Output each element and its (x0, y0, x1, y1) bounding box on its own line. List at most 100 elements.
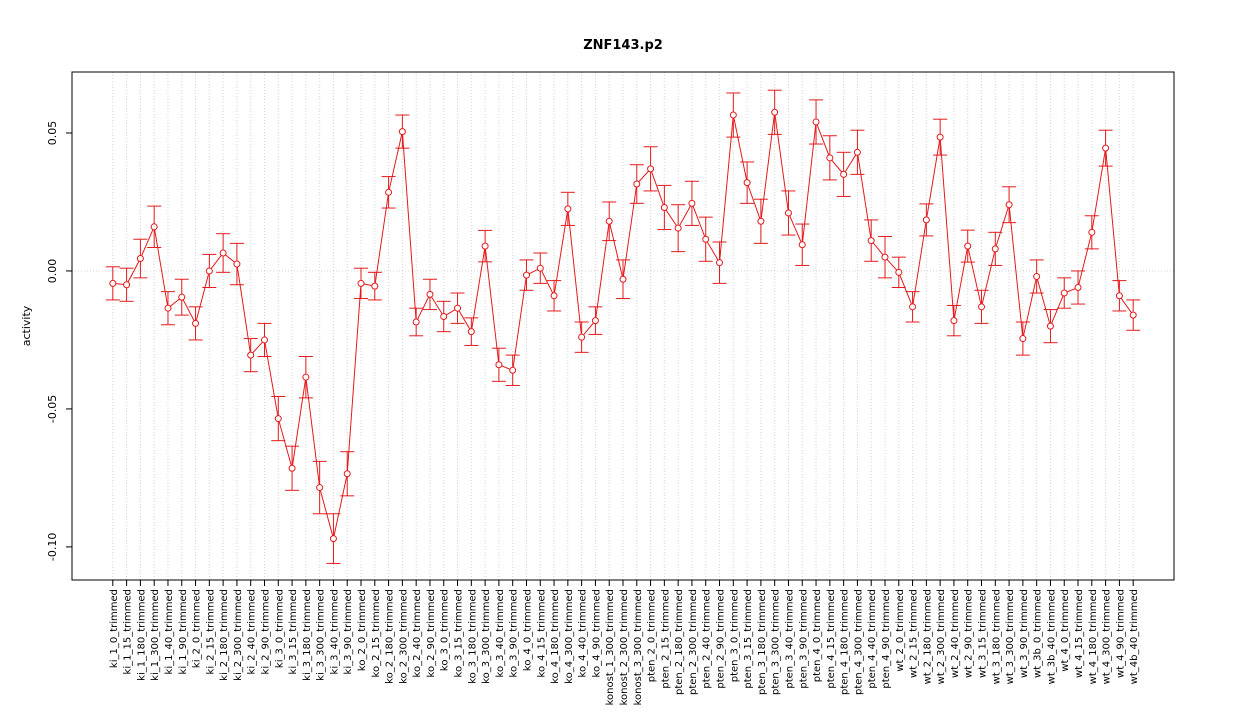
x-tick-label: pten_2_15_trimmed (660, 589, 671, 689)
point (522, 271, 530, 279)
x-tick-label: ko_2_300_trimmed (398, 589, 409, 684)
x-tick-label: konost_2_300_trimmed (619, 589, 630, 705)
x-tick-label: ki_1_300_trimmed (150, 589, 161, 681)
point (454, 304, 462, 312)
point (1046, 322, 1054, 330)
point (826, 154, 834, 162)
point (895, 268, 903, 276)
point (1115, 292, 1123, 300)
x-tick-label: ki_1_15_trimmed (123, 589, 134, 674)
x-tick-label: ki_1_0_trimmed (109, 589, 120, 668)
x-tick-label: wt_4_300_trimmed (1102, 589, 1113, 684)
x-tick-label: wt_4_90_trimmed (1115, 589, 1126, 678)
point (1088, 228, 1096, 236)
point (178, 293, 186, 301)
point (922, 216, 930, 224)
point (564, 205, 572, 213)
point (784, 209, 792, 217)
point (647, 165, 655, 173)
point (1005, 201, 1013, 209)
x-tick-label: ko_3_15_trimmed (454, 589, 465, 677)
x-tick-label: ki_3_90_trimmed (343, 589, 354, 674)
point (840, 170, 848, 178)
x-tick-label: pten_4_15_trimmed (826, 589, 837, 689)
x-tick-label: ko_4_180_trimmed (550, 589, 561, 684)
x-tick-label: ki_3_300_trimmed (316, 589, 327, 681)
point (192, 319, 200, 327)
y-tick-label: 0.05 (46, 121, 59, 146)
point (950, 317, 958, 325)
point (426, 290, 434, 298)
x-tick-label: ko_4_40_trimmed (578, 589, 589, 677)
point (205, 267, 213, 275)
x-tick-label: ko_4_15_trimmed (536, 589, 547, 677)
x-tick-label: ki_3_40_trimmed (329, 589, 340, 674)
x-tick-label: wt_2_90_trimmed (964, 589, 975, 678)
x-tick-label: ki_2_180_trimmed (219, 589, 230, 681)
point (509, 366, 517, 374)
x-tick-label: ko_3_300_trimmed (481, 589, 492, 684)
point (233, 260, 241, 268)
x-tick-label: pten_4_300_trimmed (853, 589, 864, 695)
x-tick-label: pten_2_40_trimmed (702, 589, 713, 689)
plot-frame (71, 71, 1175, 581)
point (343, 470, 351, 478)
point (771, 108, 779, 116)
y-tick-label: -0.05 (46, 395, 59, 423)
point (688, 199, 696, 207)
y-tick-label: -0.10 (46, 533, 59, 561)
point (481, 242, 489, 250)
x-tick-label: ko_4_90_trimmed (591, 589, 602, 677)
x-tick-label: pten_3_90_trimmed (798, 589, 809, 689)
x-tick-label: pten_3_0_trimmed (729, 589, 740, 682)
y-axis-label: activity (20, 305, 33, 346)
chart-title: ZNF143.p2 (583, 38, 663, 53)
x-tick-label: wt_3_180_trimmed (991, 589, 1002, 684)
x-tick-label: pten_3_180_trimmed (757, 589, 768, 695)
x-tick-label: ko_2_90_trimmed (426, 589, 437, 677)
point (329, 535, 337, 543)
point (812, 118, 820, 126)
x-tick-label: wt_4b_40_trimmed (1129, 589, 1140, 684)
x-tick-label: pten_4_180_trimmed (840, 589, 851, 695)
x-tick-label: pten_3_15_trimmed (743, 589, 754, 689)
x-tick-label: ki_2_90_trimmed (260, 589, 271, 674)
x-tick-label: wt_3_15_trimmed (978, 589, 989, 678)
point (288, 464, 296, 472)
point (164, 304, 172, 312)
x-tick-label: ki_1_180_trimmed (136, 589, 147, 681)
point (1033, 272, 1041, 280)
point (591, 317, 599, 325)
x-tick-label: pten_2_300_trimmed (688, 589, 699, 695)
x-tick-label: wt_2_300_trimmed (936, 589, 947, 684)
point (729, 111, 737, 119)
x-tick-label: wt_4_15_trimmed (1074, 589, 1085, 678)
x-tick-label: wt_4_180_trimmed (1088, 589, 1099, 684)
point (302, 373, 310, 381)
x-tick-label: konost_3_300_trimmed (633, 589, 644, 705)
point (1019, 335, 1027, 343)
x-tick-label: ko_2_0_trimmed (357, 589, 368, 671)
point (633, 180, 641, 188)
x-tick-label: konost_1_300_trimmed (605, 589, 616, 705)
point (357, 279, 365, 287)
x-tick-label: ko_4_300_trimmed (564, 589, 575, 684)
point (936, 133, 944, 141)
point (495, 361, 503, 369)
x-tick-label: ko_3_90_trimmed (509, 589, 520, 677)
point (247, 351, 255, 359)
x-tick-label: wt_3b_40_trimmed (1046, 589, 1057, 684)
point (674, 224, 682, 232)
x-tick-label: ko_3_40_trimmed (495, 589, 506, 677)
point (398, 128, 406, 136)
x-tick-label: ki_3_0_trimmed (274, 589, 285, 668)
x-tick-label: pten_2_180_trimmed (674, 589, 685, 695)
x-tick-label: ko_3_180_trimmed (467, 589, 478, 684)
point (150, 223, 158, 231)
x-tick-label: ki_2_40_trimmed (247, 589, 258, 674)
point (991, 245, 999, 253)
x-tick-label: ko_2_40_trimmed (412, 589, 423, 677)
point (702, 235, 710, 243)
x-tick-label: wt_3b_0_trimmed (1033, 589, 1044, 678)
